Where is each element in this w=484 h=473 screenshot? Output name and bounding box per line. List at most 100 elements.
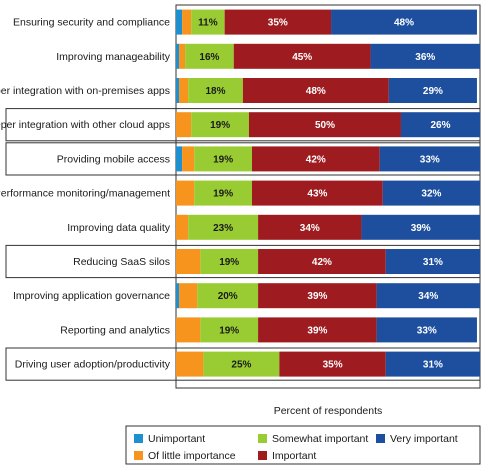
value-label-very-important-9: 33% [417,325,437,336]
value-label-somewhat-important-6: 23% [213,223,233,234]
value-label-very-important-10: 31% [423,360,443,371]
value-label-important-1: 45% [292,52,312,63]
bar-important-7 [258,249,386,274]
legend-label-of-little-importance: Of little importance [148,450,236,462]
bar-of-little-importance-5 [176,180,195,206]
value-label-very-important-6: 39% [411,223,431,234]
category-label-deeper-integration-with-other-cloud-apps: Deeper integration with other cloud apps [0,119,170,131]
category-label-reporting-and-analytics: Reporting and analytics [60,324,170,336]
bars: 11% 35% 48% 16% 45% 36% 18% 48% 29% 19% 50% 26% 19% 4… [176,9,480,377]
category-label-improving-manageability: Improving manageability [56,51,171,63]
category-label-improving-application-governance: Improving application governance [13,290,170,302]
value-label-very-important-2: 29% [423,86,443,97]
bar-somewhat-important-9 [200,317,259,343]
bar-of-little-importance-8 [179,283,198,309]
category-label-performance-monitoring-management: Performance monitoring/management [0,188,170,200]
bar-important-1 [233,43,371,69]
bar-very-important-6 [361,214,480,240]
bar-somewhat-important-7 [200,249,259,274]
value-label-somewhat-important-0: 11% [198,18,218,29]
category-labels: Ensuring security and compliance Improvin… [0,17,171,371]
bar-of-little-importance-3 [176,112,192,138]
value-label-important-0: 35% [268,18,288,29]
category-label-driving-user-adoption-productivity: Driving user adoption/productivity [15,359,171,371]
bar-very-important-5 [382,180,480,206]
bar-important-4 [252,146,380,172]
value-label-important-5: 43% [307,189,327,200]
bar-very-important-10 [385,351,480,377]
value-label-somewhat-important-8: 20% [218,291,238,302]
bar-important-8 [258,283,377,309]
value-label-somewhat-important-4: 19% [213,154,233,165]
value-label-important-8: 39% [307,291,327,302]
bar-unimportant-4 [176,146,183,172]
value-label-very-important-4: 33% [420,154,440,165]
bar-important-5 [252,180,383,206]
bar-of-little-importance-1 [179,43,186,69]
legend-swatch-important [258,451,267,460]
category-label-reducing-saas-silos: Reducing SaaS silos [73,256,170,268]
value-label-somewhat-important-7: 19% [219,257,239,268]
bar-important-9 [258,317,377,343]
bar-unimportant-2 [176,78,180,103]
bar-very-important-7 [385,249,480,274]
bar-somewhat-important-8 [197,283,259,309]
bar-important-10 [279,351,386,377]
bar-important-2 [242,78,389,103]
bar-somewhat-important-1 [185,43,234,69]
bar-somewhat-important-6 [188,214,259,240]
bar-important-0 [224,9,332,35]
bar-of-little-importance-0 [182,9,192,35]
category-label-improving-data-quality: Improving data quality [67,222,170,234]
bar-very-important-4 [379,146,480,172]
legend-label-very-important: Very important [390,433,458,445]
bar-unimportant-1 [176,43,180,69]
value-label-important-6: 34% [300,223,320,234]
value-label-somewhat-important-3: 19% [210,120,230,131]
bar-of-little-importance-6 [176,214,189,240]
bar-very-important-8 [376,283,480,309]
value-label-somewhat-important-9: 19% [219,325,239,336]
bar-somewhat-important-3 [191,112,249,138]
bar-somewhat-important-2 [188,78,243,103]
value-label-somewhat-important-1: 16% [199,52,219,63]
legend-swatch-very-important [376,434,385,443]
value-label-very-important-5: 32% [421,189,441,200]
category-label-providing-mobile-access: Providing mobile access [57,153,170,165]
category-label-ensuring-security-and-compliance: Ensuring security and compliance [13,17,170,29]
legend-swatch-of-little-importance [134,451,143,460]
legend: Unimportant Of little importance Somewhat … [125,425,481,465]
value-label-very-important-0: 48% [394,18,414,29]
bar-very-important-9 [376,317,477,343]
value-label-somewhat-important-2: 18% [205,86,225,97]
value-label-important-3: 50% [315,120,335,131]
value-label-important-9: 39% [307,325,327,336]
bar-important-6 [258,214,362,240]
legend-swatch-somewhat-important [258,434,267,443]
bar-somewhat-important-10 [203,351,280,377]
legend-label-somewhat-important: Somewhat important [272,433,368,445]
bar-somewhat-important-4 [194,146,252,172]
bar-of-little-importance-4 [182,146,195,172]
value-label-important-4: 42% [306,154,326,165]
bar-important-3 [248,112,401,138]
bar-very-important-3 [400,112,480,138]
legend-label-important: Important [272,450,316,462]
value-label-very-important-3: 26% [430,120,450,131]
value-label-very-important-1: 36% [415,52,435,63]
bar-somewhat-important-5 [194,180,252,206]
bar-of-little-importance-7 [176,249,201,274]
legend-swatch-unimportant [134,434,143,443]
bar-very-important-2 [388,78,477,103]
bar-of-little-importance-9 [176,317,201,343]
value-label-important-2: 48% [306,86,326,97]
bar-of-little-importance-10 [176,351,204,377]
category-label-deeper-integration-with-on-premises-apps: Deeper integration with on-premises apps [0,85,170,97]
bar-very-important-0 [331,9,477,35]
legend-frame [125,425,481,465]
bar-very-important-1 [370,43,480,69]
value-label-important-7: 42% [312,257,332,268]
x-axis-label: Percent of respondents [274,405,383,417]
bar-unimportant-8 [176,283,180,309]
